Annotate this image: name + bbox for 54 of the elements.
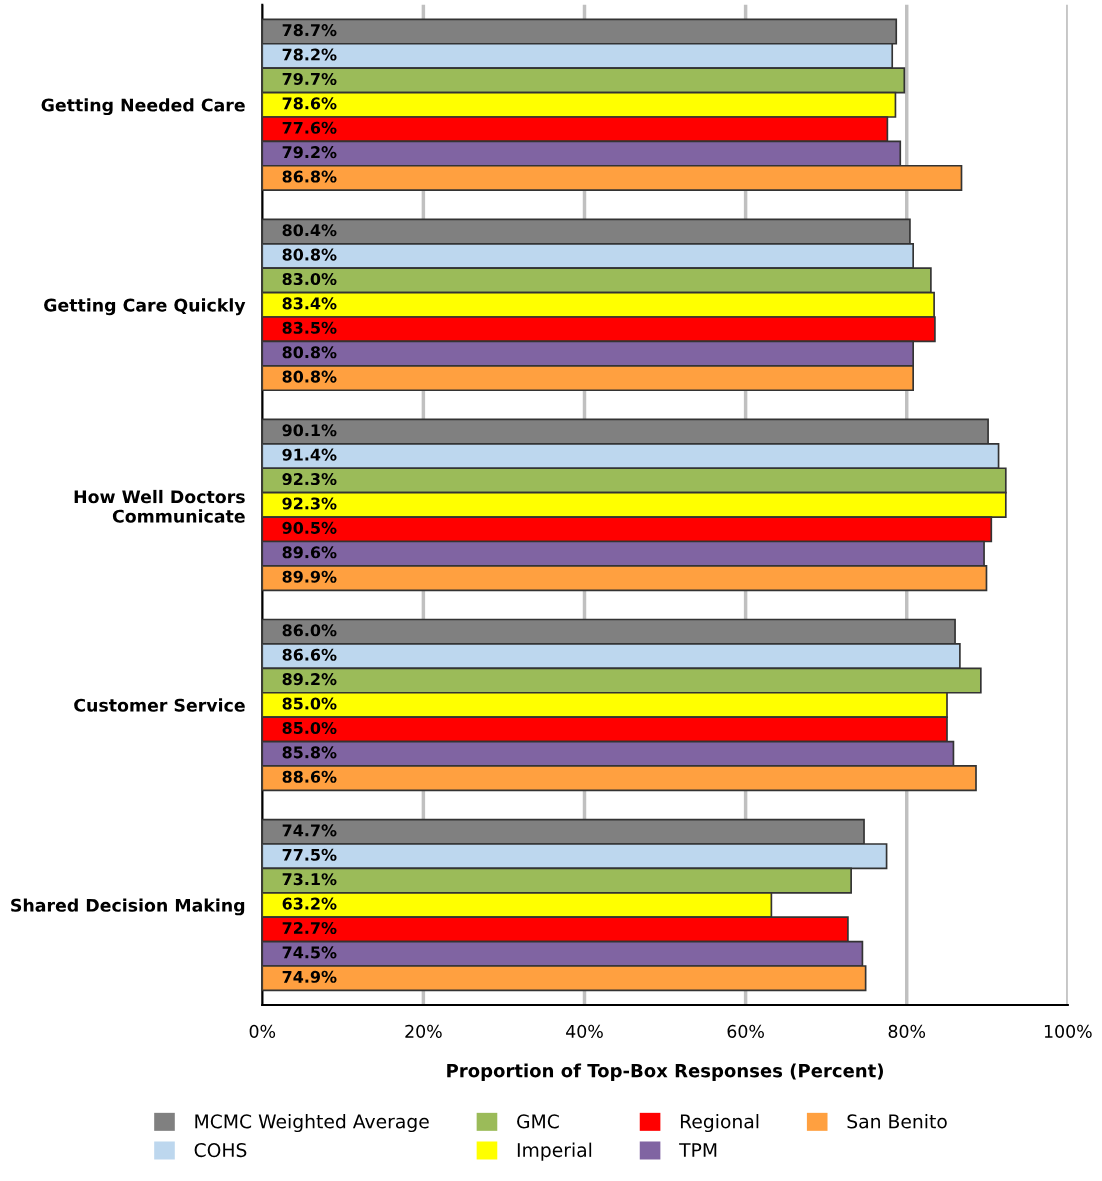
data-label: 91.4% — [282, 448, 337, 461]
data-label: 79.2% — [282, 146, 337, 159]
data-label: 78.6% — [282, 97, 337, 110]
data-label: 85.0% — [282, 721, 337, 734]
data-label: 92.3% — [282, 473, 337, 486]
legend-label: TPM — [679, 1143, 717, 1157]
data-label: 72.7% — [282, 921, 337, 935]
legend-label: San Benito — [847, 1113, 947, 1129]
data-label: 74.9% — [282, 970, 337, 983]
data-label: 85.0% — [282, 697, 337, 710]
data-label: 78.7% — [282, 24, 337, 37]
data-label: 80.8% — [282, 248, 337, 261]
data-label: 88.6% — [282, 770, 337, 783]
x-tick-label: 0% — [249, 1024, 276, 1038]
x-tick-label: 80% — [888, 1024, 926, 1038]
x-tick-label: 100% — [1044, 1024, 1092, 1038]
y-tick-label: Getting Care Quickly — [44, 298, 246, 316]
legend-label: MCMC Weighted Average — [195, 1113, 429, 1133]
data-label: 78.2% — [282, 48, 337, 61]
y-tick-label: Customer Service — [74, 698, 245, 712]
data-label: 86.0% — [282, 624, 337, 637]
y-tick-label: Shared Decision Making — [11, 898, 245, 916]
data-label: 80.4% — [282, 224, 337, 237]
data-label: 89.2% — [282, 673, 337, 686]
y-tick-label: Getting Needed Care — [41, 98, 245, 116]
x-tick-label: 20% — [405, 1024, 442, 1038]
data-label: 80.8% — [282, 346, 337, 359]
data-label: 83.0% — [282, 272, 337, 286]
data-label: 86.8% — [282, 170, 337, 183]
y-tick-label: How Well Doctors Communicate — [74, 489, 245, 523]
legend-label: Regional — [680, 1113, 759, 1133]
data-label: 77.6% — [282, 121, 337, 134]
data-label: 83.4% — [282, 297, 337, 310]
legend-label: COHS — [194, 1142, 247, 1158]
x-tick-label: 60% — [727, 1024, 764, 1038]
legend-label: GMC — [517, 1114, 559, 1129]
data-label: 63.2% — [282, 897, 337, 910]
data-label: 85.8% — [282, 746, 337, 759]
data-label: 80.8% — [282, 370, 337, 383]
data-label: 79.7% — [282, 72, 337, 85]
data-label: 73.1% — [282, 873, 337, 886]
data-label: 92.3% — [282, 497, 337, 510]
x-tick-label: 40% — [566, 1024, 603, 1038]
data-label: 90.5% — [282, 521, 337, 534]
legend-label: Imperial — [517, 1142, 592, 1161]
data-label: 86.6% — [282, 648, 337, 661]
data-label: 89.9% — [282, 570, 337, 583]
data-label: 89.6% — [282, 546, 337, 559]
data-label: 74.5% — [282, 946, 337, 959]
data-label: 74.7% — [282, 824, 337, 837]
data-label: 90.1% — [282, 424, 337, 437]
data-label: 77.5% — [282, 848, 337, 861]
x-axis-title: Proportion of Top-Box Responses (Percent) — [447, 1063, 883, 1081]
data-label: 83.5% — [282, 321, 337, 334]
